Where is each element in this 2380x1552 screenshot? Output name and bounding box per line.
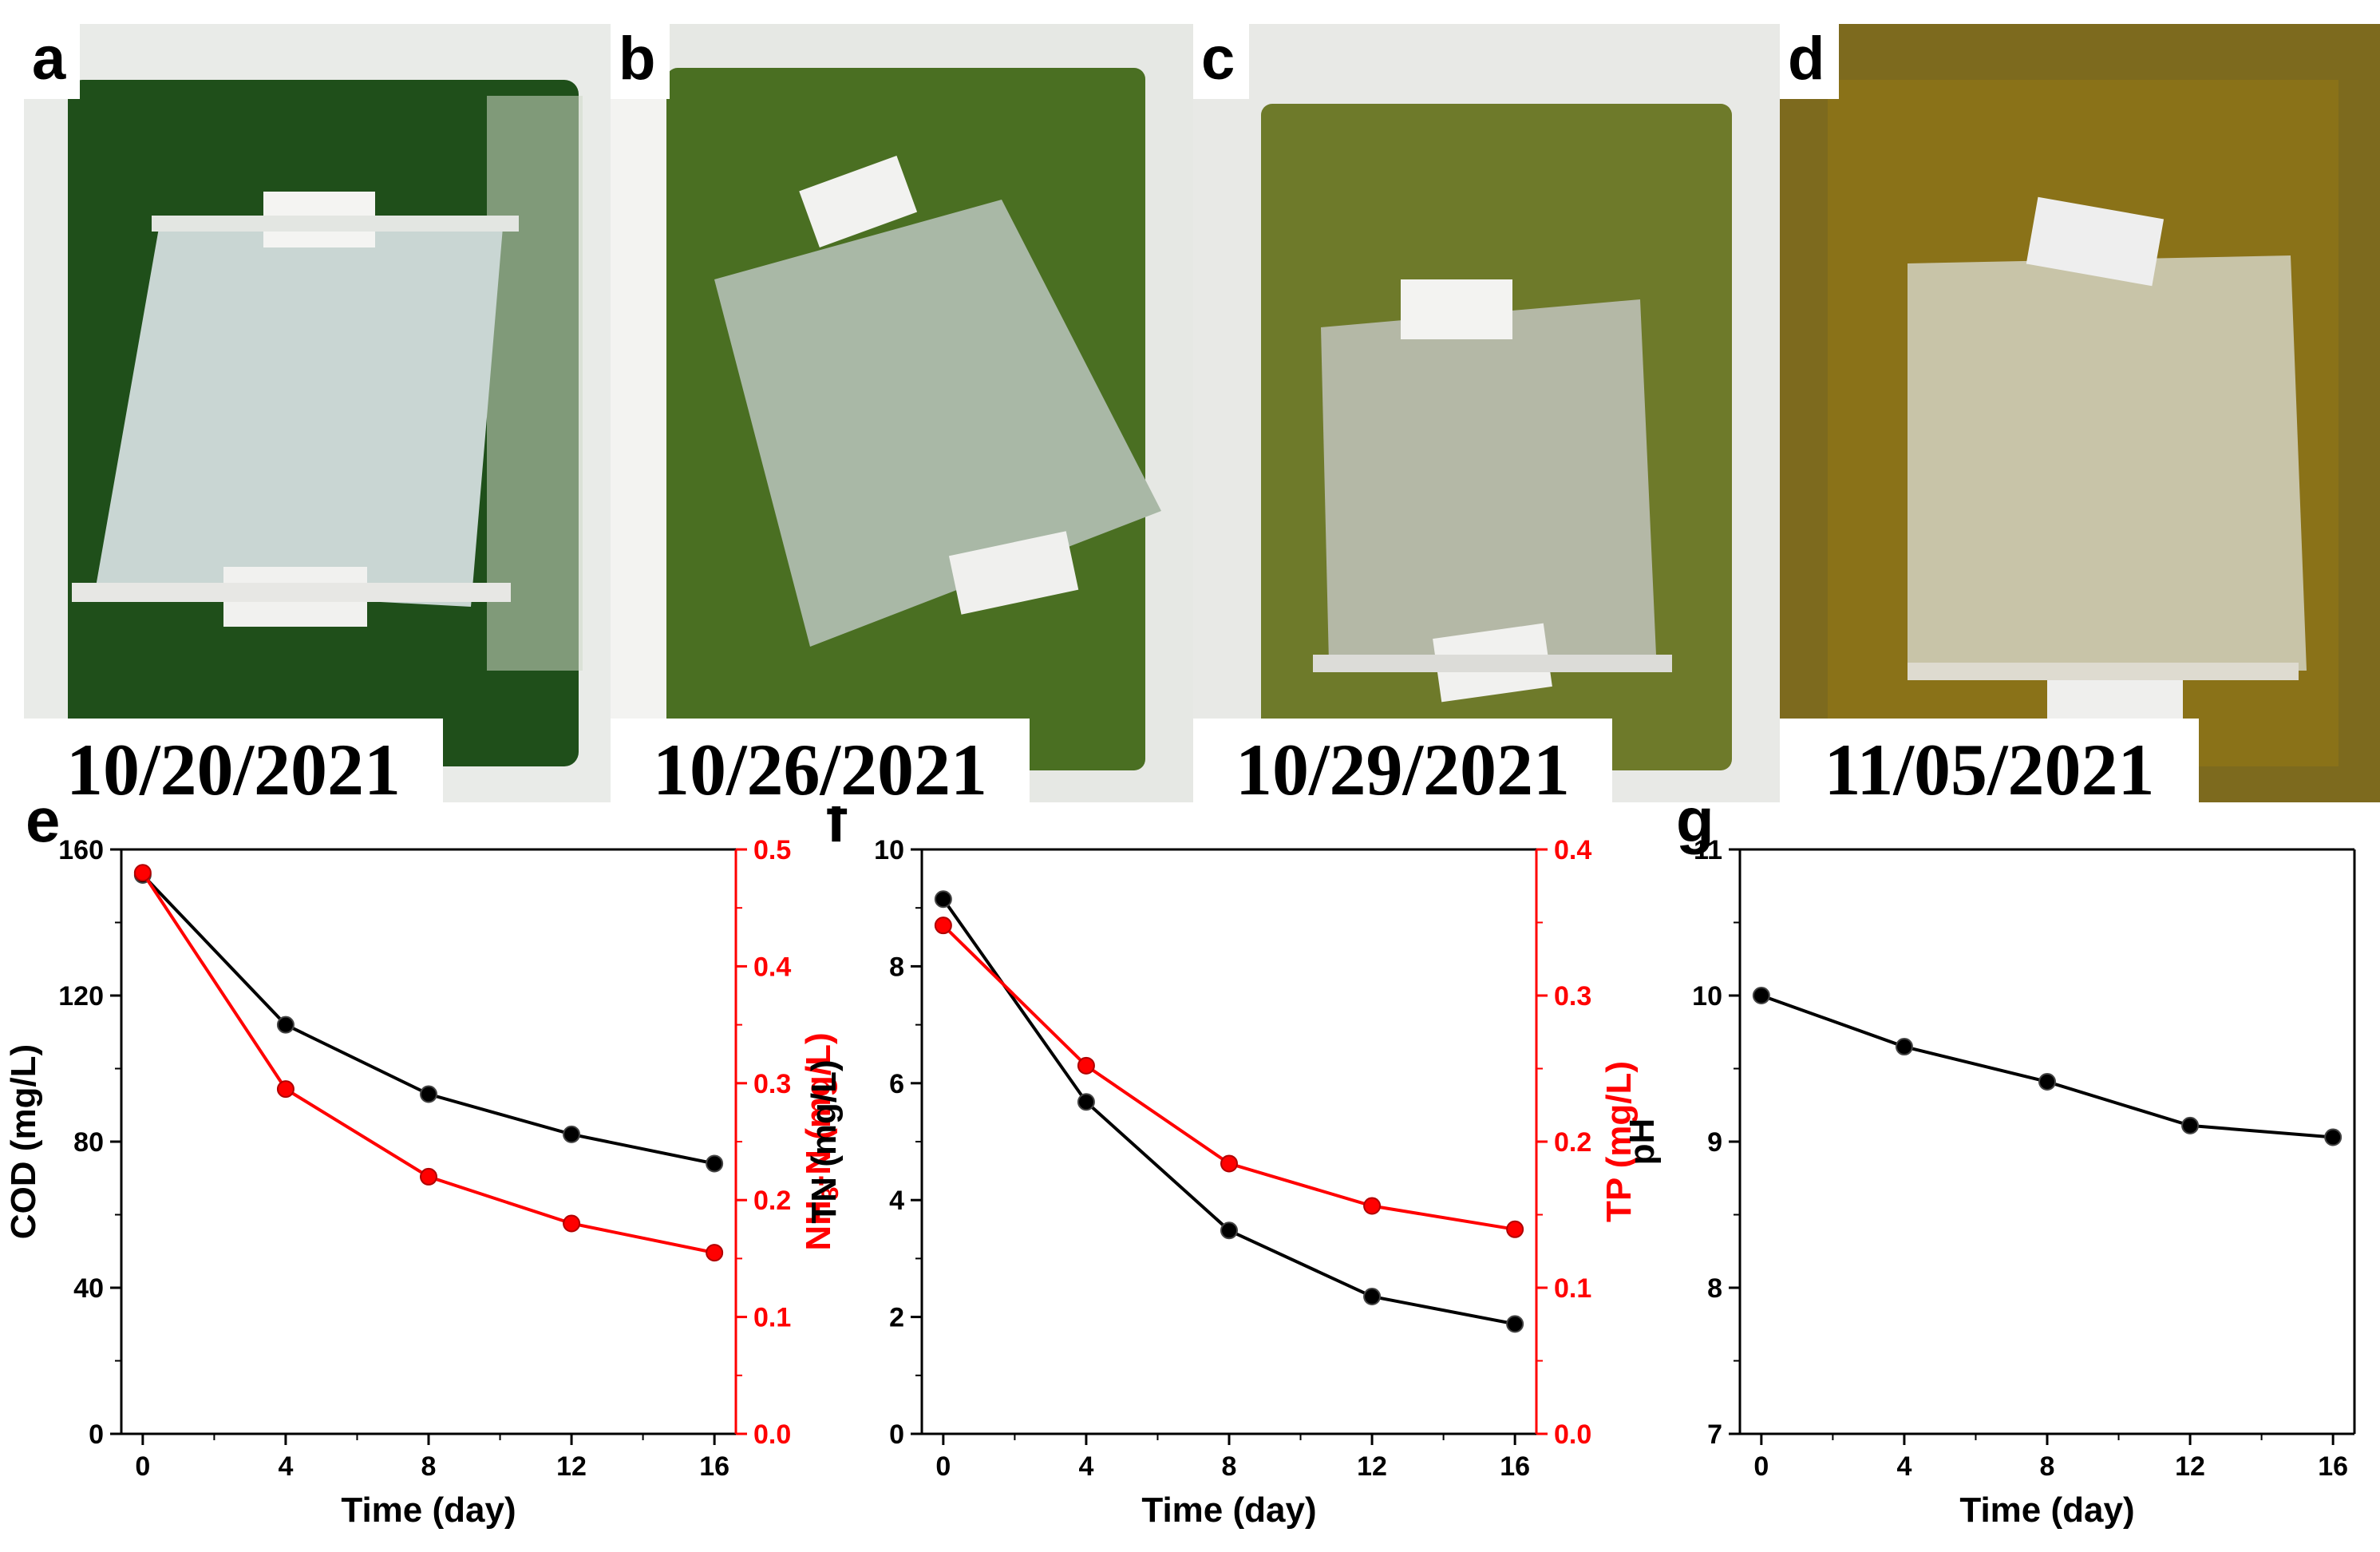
data-point-left bbox=[2324, 1128, 2342, 1146]
y-tick-label-left: 160 bbox=[58, 835, 104, 865]
y-tick-label-left: 120 bbox=[58, 981, 104, 1012]
x-axis-label: Time (day) bbox=[1141, 1491, 1316, 1530]
x-tick-label: 0 bbox=[935, 1451, 951, 1482]
y-tick-label-left: 2 bbox=[889, 1303, 904, 1333]
y-tick-label-right: 0.5 bbox=[753, 835, 791, 865]
data-point-right bbox=[420, 1167, 437, 1186]
y-tick-label-right: 0.1 bbox=[1554, 1273, 1591, 1304]
y-tick-label-left: 10 bbox=[874, 835, 904, 865]
y-axis-label-left: TN (mg/L) bbox=[805, 1059, 844, 1223]
x-tick-label: 4 bbox=[1896, 1451, 1912, 1482]
x-tick-label: 8 bbox=[1222, 1451, 1237, 1482]
data-point-right bbox=[934, 917, 952, 935]
y-tick-label-right: 0.2 bbox=[1554, 1127, 1591, 1158]
y-tick-label-left: 0 bbox=[889, 1419, 904, 1450]
x-tick-label: 8 bbox=[2040, 1451, 2055, 1482]
panel-letter-a: a bbox=[24, 24, 81, 99]
x-tick-label: 0 bbox=[135, 1451, 150, 1482]
x-tick-label: 12 bbox=[1357, 1451, 1387, 1482]
data-point-right bbox=[1363, 1197, 1382, 1215]
data-point-left bbox=[1220, 1221, 1238, 1240]
data-point-left bbox=[1895, 1038, 1913, 1056]
data-point-left bbox=[934, 890, 952, 909]
y-axis-label-right: NH3-N (mg/L) bbox=[799, 1032, 844, 1250]
x-tick-label: 8 bbox=[421, 1451, 437, 1482]
y-tick-label-right: 0.1 bbox=[753, 1303, 791, 1333]
y-axis-label-left: pH bbox=[1623, 1118, 1662, 1166]
panel-letter-g: g bbox=[1676, 806, 1714, 855]
date-caption-b: 10/26/2021 bbox=[611, 719, 1030, 814]
y-tick-label-left: 10 bbox=[1692, 981, 1722, 1012]
data-point-right bbox=[563, 1214, 581, 1233]
y-tick-label-right: 0.0 bbox=[1554, 1419, 1591, 1450]
y-tick-label-right: 0.3 bbox=[1554, 981, 1591, 1012]
photo-panel-a bbox=[24, 24, 611, 802]
data-point-left bbox=[1752, 987, 1770, 1004]
panel-letter-b: b bbox=[611, 24, 670, 99]
data-point-left bbox=[2038, 1072, 2056, 1091]
x-tick-label: 16 bbox=[1500, 1451, 1530, 1482]
y-axis-label-right: TP (mg/L) bbox=[1599, 1061, 1639, 1222]
y-axis-label-left: COD (mg/L) bbox=[4, 1044, 43, 1239]
x-tick-label: 12 bbox=[556, 1451, 587, 1482]
y-tick-label-right: 0.0 bbox=[753, 1419, 791, 1450]
data-point-left bbox=[563, 1125, 581, 1143]
y-tick-label-left: 4 bbox=[889, 1186, 904, 1216]
x-tick-label: 12 bbox=[2175, 1451, 2205, 1482]
panel-letter-c: c bbox=[1193, 24, 1250, 99]
y-tick-label-right: 0.3 bbox=[753, 1069, 791, 1099]
y-tick-label-left: 0 bbox=[89, 1419, 104, 1450]
data-point-left bbox=[1506, 1315, 1524, 1333]
series-line-right bbox=[942, 924, 1516, 1231]
y-tick-label-left: 6 bbox=[889, 1069, 904, 1099]
data-point-right bbox=[1077, 1056, 1095, 1075]
x-axis-label: Time (day) bbox=[341, 1491, 516, 1530]
data-point-left bbox=[2181, 1116, 2200, 1134]
series-line-left bbox=[942, 898, 1516, 1326]
y-tick-label-left: 8 bbox=[1707, 1273, 1722, 1304]
y-tick-label-right: 0.4 bbox=[1554, 835, 1591, 865]
y-tick-label-left: 11 bbox=[1694, 835, 1722, 865]
x-tick-label: 16 bbox=[2318, 1451, 2348, 1482]
data-point-right bbox=[1220, 1154, 1238, 1173]
x-tick-label: 4 bbox=[278, 1451, 293, 1482]
y-tick-label-left: 8 bbox=[889, 952, 904, 982]
data-point-left bbox=[1363, 1287, 1382, 1305]
data-point-right bbox=[1506, 1220, 1524, 1238]
x-tick-label: 0 bbox=[1753, 1451, 1769, 1482]
data-point-left bbox=[706, 1154, 724, 1173]
date-caption-c: 10/29/2021 bbox=[1193, 719, 1612, 814]
data-point-left bbox=[1077, 1093, 1095, 1111]
x-tick-label: 16 bbox=[699, 1451, 729, 1482]
y-tick-label-left: 80 bbox=[73, 1127, 104, 1158]
date-caption-d: 11/05/2021 bbox=[1780, 719, 2199, 814]
data-point-right bbox=[276, 1080, 295, 1099]
series-line-left bbox=[141, 873, 715, 1166]
y-tick-label-left: 7 bbox=[1707, 1419, 1722, 1450]
date-caption-a: 10/20/2021 bbox=[24, 719, 443, 814]
photo-panel-b bbox=[611, 24, 1193, 802]
mesh-sheet bbox=[96, 224, 503, 607]
x-tick-label: 4 bbox=[1078, 1451, 1093, 1482]
data-point-right bbox=[706, 1244, 724, 1262]
panel-letter-f: f bbox=[826, 806, 848, 855]
data-point-left bbox=[420, 1085, 437, 1103]
x-axis-label: Time (day) bbox=[1959, 1491, 2134, 1530]
y-tick-label-right: 0.2 bbox=[753, 1186, 791, 1216]
y-tick-label-right: 0.4 bbox=[753, 952, 791, 982]
photo-panel-c bbox=[1193, 24, 1780, 802]
y-tick-label-left: 40 bbox=[73, 1273, 104, 1304]
panel-letter-e: e bbox=[26, 806, 60, 855]
series-line-right bbox=[141, 872, 715, 1255]
y-tick-label-left: 9 bbox=[1707, 1127, 1722, 1158]
series-line-left bbox=[1761, 994, 2334, 1139]
photo-panel-d bbox=[1780, 24, 2380, 802]
data-point-right bbox=[133, 864, 152, 882]
data-point-left bbox=[276, 1016, 295, 1034]
panel-letter-d: d bbox=[1780, 24, 1840, 99]
